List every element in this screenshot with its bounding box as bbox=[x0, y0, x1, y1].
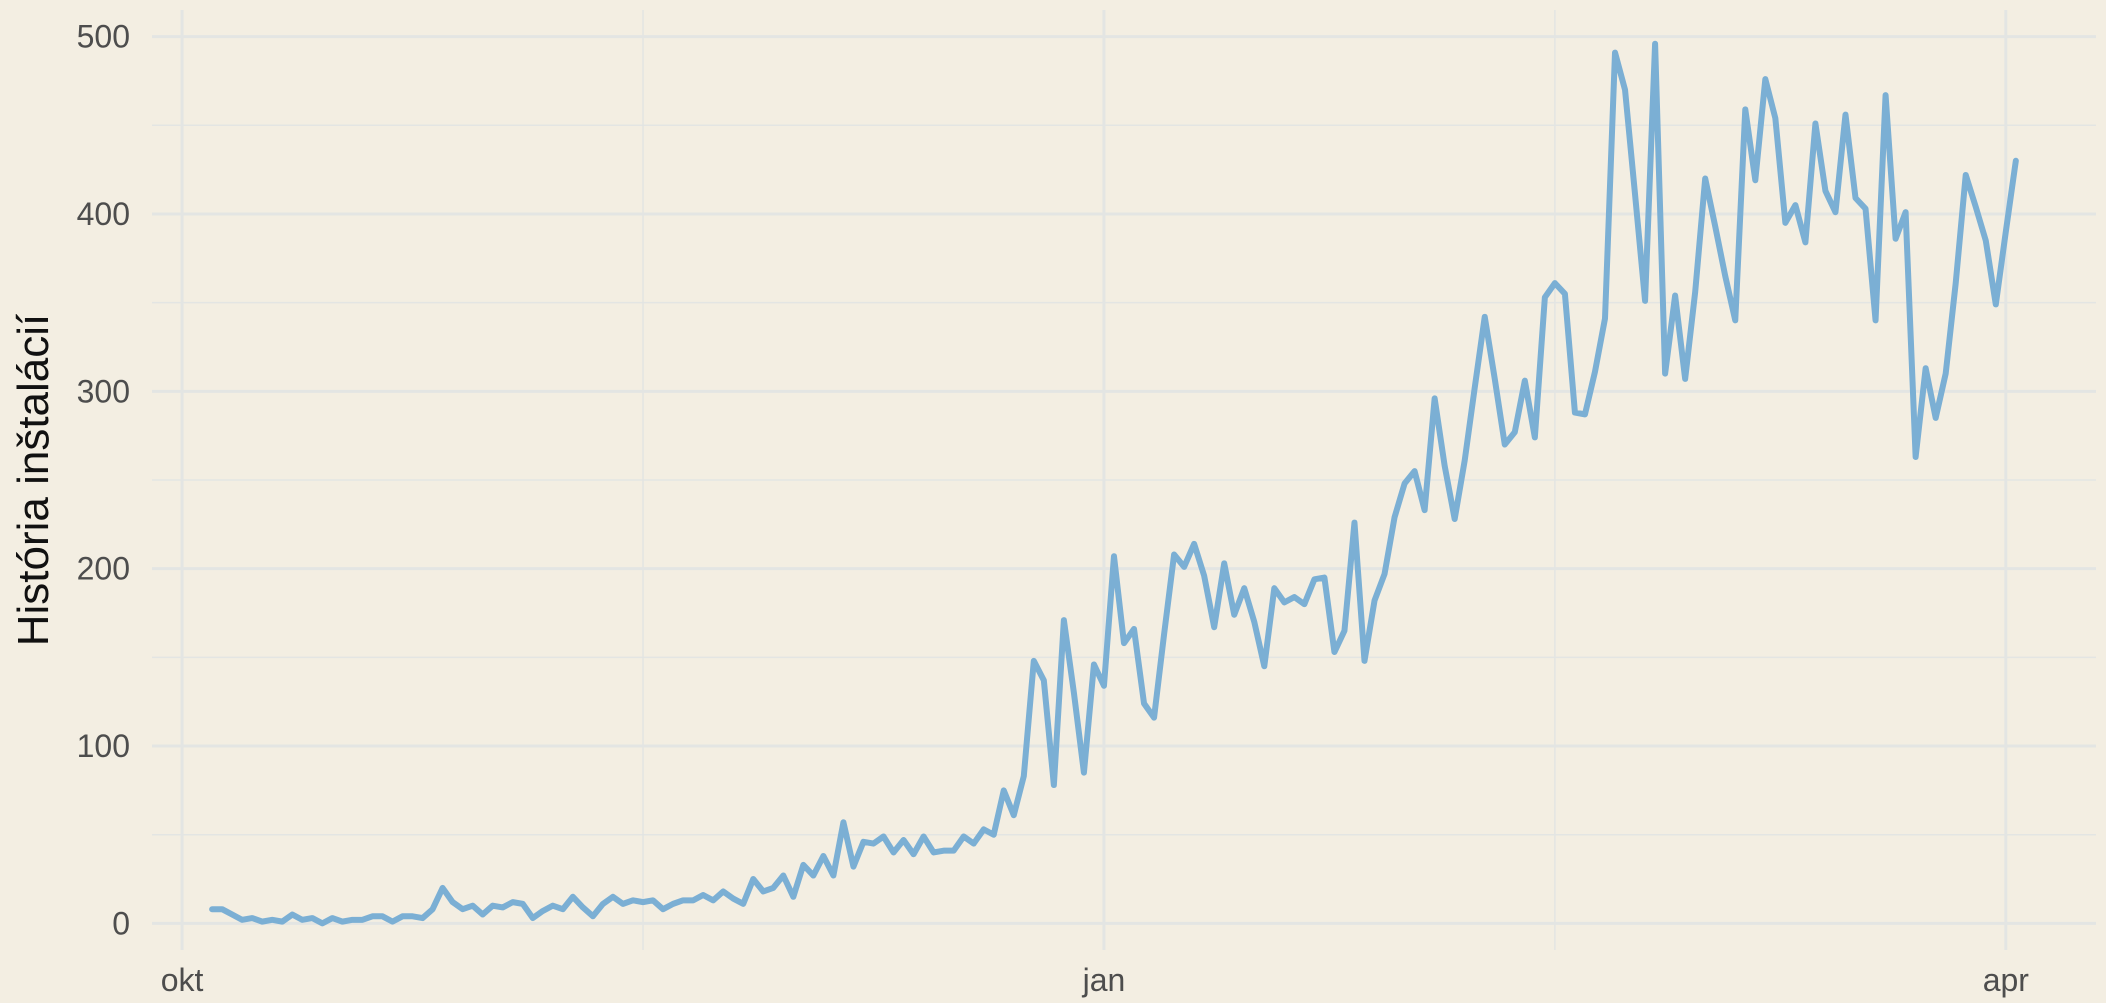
minor-gridlines-x bbox=[642, 10, 1556, 950]
x-tick-label: jan bbox=[1082, 962, 1126, 998]
y-tick-label: 500 bbox=[77, 19, 130, 55]
y-tick-label: 100 bbox=[77, 728, 130, 764]
major-gridlines-x bbox=[180, 10, 2008, 950]
x-tick-label: apr bbox=[1983, 962, 2030, 998]
major-gridlines-y bbox=[152, 35, 2096, 925]
y-tick-label: 400 bbox=[77, 196, 130, 232]
y-axis-title: História inštalácií bbox=[9, 313, 58, 646]
y-tick-label: 300 bbox=[77, 373, 130, 409]
y-axis-tick-labels: 0 100 200 300 400 500 bbox=[77, 19, 130, 942]
y-tick-label: 0 bbox=[112, 905, 130, 941]
series-layer bbox=[209, 40, 2019, 927]
x-axis-tick-labels: okt jan apr bbox=[161, 962, 2030, 998]
y-tick-label: 200 bbox=[77, 551, 130, 587]
minor-gridlines-y bbox=[152, 124, 2096, 836]
x-tick-label: okt bbox=[161, 962, 204, 998]
series-line-1 bbox=[209, 40, 2019, 927]
